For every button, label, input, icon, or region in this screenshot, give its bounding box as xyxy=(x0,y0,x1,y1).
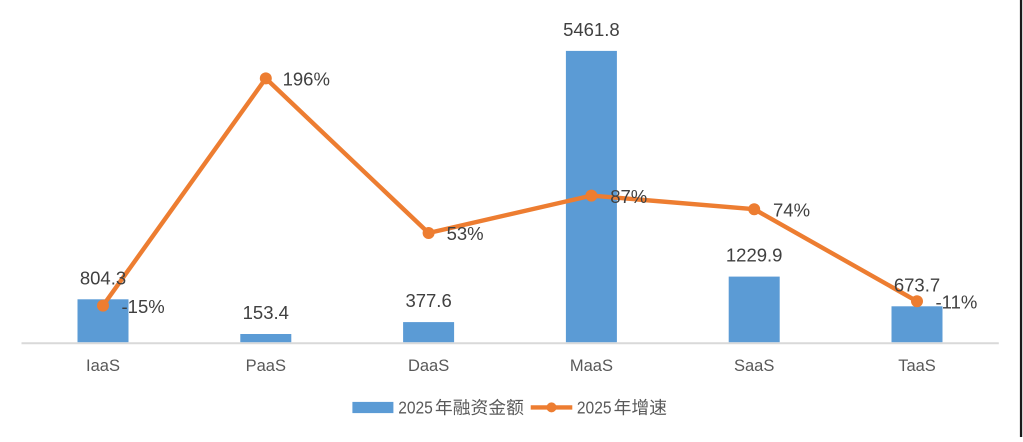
svg-text:74%: 74% xyxy=(773,199,810,220)
svg-text:377.6: 377.6 xyxy=(405,290,451,311)
svg-text:87%: 87% xyxy=(610,186,647,207)
svg-text:2025: 2025 xyxy=(577,398,612,418)
svg-text:53%: 53% xyxy=(447,223,484,244)
svg-text:TaaS: TaaS xyxy=(898,357,936,375)
svg-text:-15%: -15% xyxy=(122,296,165,317)
svg-text:673.7: 673.7 xyxy=(894,274,940,295)
svg-text:SaaS: SaaS xyxy=(734,357,774,375)
svg-text:1229.9: 1229.9 xyxy=(726,245,783,266)
svg-text:MaaS: MaaS xyxy=(570,357,613,375)
svg-text:DaaS: DaaS xyxy=(408,357,449,375)
svg-text:-11%: -11% xyxy=(936,292,978,313)
svg-text:153.4: 153.4 xyxy=(243,302,289,323)
svg-text:PaaS: PaaS xyxy=(246,357,286,375)
svg-text:IaaS: IaaS xyxy=(86,357,120,375)
svg-text:804.3: 804.3 xyxy=(80,267,126,288)
svg-text:5461.8: 5461.8 xyxy=(563,19,620,40)
svg-text:2025: 2025 xyxy=(398,398,433,418)
svg-text:196%: 196% xyxy=(283,69,330,90)
